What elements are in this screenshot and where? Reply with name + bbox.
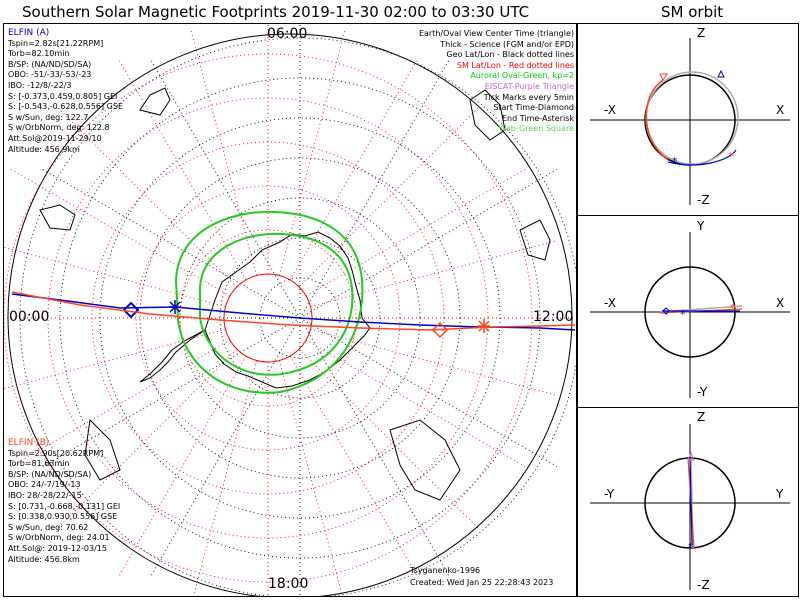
- sm-lon-line: [7, 167, 231, 297]
- elfin-a-line: OBO: -51/-33/-53/-23: [8, 70, 92, 80]
- elfin-a-name: ELFIN (A): [8, 28, 50, 38]
- sm-lon-line: [310, 328, 558, 397]
- orbit-panel-xz: * *: [590, 38, 790, 205]
- sm-lon-line: [117, 355, 247, 579]
- elfin-a-start-diamond: [122, 301, 140, 319]
- sm-lon-line: [7, 339, 231, 469]
- elfin-a-line: S: [-0.373,0.459,0.805] GEI: [8, 91, 118, 101]
- elfin-a-line: Att.Sol@2019-11-29/10: [8, 133, 102, 143]
- orbit-panels-frame: [577, 23, 799, 597]
- sm-lon-line: [305, 339, 529, 469]
- legend-item: Start Time-Diamond: [493, 103, 574, 113]
- panel1-bottom-label: -Z: [697, 193, 710, 207]
- elfin-b-line: S: [0.731,-0.668,-0.131] GEI: [8, 501, 121, 511]
- panel2-left-label: -X: [604, 296, 616, 310]
- sm-lon-line: [55, 105, 238, 288]
- panel1-left-label: -X: [604, 103, 616, 117]
- elfin-a-info: ELFIN (A) Tspin=2.82s[21.22RPM] Torb=82.…: [8, 28, 123, 155]
- sm-lon-line: [289, 355, 419, 579]
- elfin-b-track: [11, 291, 576, 339]
- sm-lon-line: [305, 167, 529, 297]
- elfin-b-line: Tspin=2.90s[20.62RPM]: [8, 448, 104, 458]
- panel2-right-label: X: [776, 296, 785, 310]
- elfin-b-line: S: [0.338,0.930,0.556] GSE: [8, 512, 118, 522]
- sm-pole-circle: [223, 273, 313, 363]
- panel2-bottom-label: -Y: [697, 385, 708, 399]
- panel3-right-label: Y: [776, 487, 784, 501]
- sm-lon-line: [278, 28, 347, 276]
- geo-lon-line: [149, 57, 301, 319]
- clock-label-bottom: 18:00: [268, 576, 309, 592]
- legend: Earth/Oval View Center Time (triangle) T…: [419, 29, 574, 135]
- elfin-b-line: S w/OrbNorm, deg: 24.01: [8, 533, 110, 543]
- elfin-a-line: Altitude: 456.9km: [8, 144, 80, 154]
- elfin-b-start-diamond: [431, 321, 449, 339]
- svg-text:*: *: [728, 150, 734, 163]
- legend-item: Geo Lat/Lon - Black dotted lines: [446, 50, 574, 60]
- clock-label-top: 06:00: [267, 26, 308, 42]
- elfin-a-line: Torb=82.10min: [8, 49, 70, 59]
- plot-frame: [3, 23, 577, 597]
- panel1-top-label: Z: [697, 26, 706, 40]
- elfin-b-line: IBO: 28/-28/22/-15: [8, 490, 82, 500]
- sm-lon-line: [4, 328, 226, 390]
- page-title: Southern Solar Magnetic Footprints 2019-…: [22, 3, 530, 21]
- legend-item: Tick Marks every 5min: [483, 92, 574, 102]
- legend-item: Wab-Green Square: [498, 124, 575, 134]
- elfin-b-end-asterisk: [478, 319, 490, 333]
- geo-lon-line: [39, 167, 301, 319]
- grid-lines: [4, 24, 576, 596]
- sm-lon-line: [278, 360, 343, 596]
- orbit-panel-yz: *: [590, 424, 790, 590]
- auroral-oval: [174, 210, 364, 394]
- sm-lon-line: [310, 239, 558, 308]
- orbit-panel-xy: * *: [590, 232, 790, 398]
- legend-item: End Time-Asterisk: [501, 113, 574, 123]
- svg-text:*: *: [672, 155, 678, 168]
- elfin-a-end-asterisk: [169, 300, 181, 314]
- model-credit: Tsyganenko-1996: [410, 566, 481, 575]
- created-timestamp: Created: Wed Jan 25 22:28:43 2023: [410, 578, 554, 587]
- outer-boundary: [7, 33, 573, 596]
- elfin-b-line: Att.Sol@: 2019-12-03/15: [8, 543, 107, 553]
- sm-lon-line: [193, 360, 258, 596]
- clock-label-right: 12:00: [533, 309, 574, 325]
- sm-lon-line: [289, 57, 419, 281]
- panel3-bottom-label: -Z: [697, 578, 710, 592]
- elfin-b-name: ELFIN (B): [8, 438, 50, 448]
- elfin-b-line: Altitude: 456.8km: [8, 554, 80, 564]
- elfin-a-line: S w/OrbNorm, deg: 122.8: [8, 123, 110, 133]
- orbit-title: SM orbit: [661, 3, 724, 21]
- elfin-a-line: Tspin=2.82s[21.22RPM]: [8, 38, 104, 48]
- elfin-a-line: S w/Sun, deg: 122.7: [8, 112, 89, 122]
- sm-lon-line: [55, 348, 238, 531]
- elfin-a-line: B/SP: (NA/ND/SD/SA): [8, 59, 92, 69]
- legend-item: Earth/Oval View Center Time (triangle): [418, 29, 574, 38]
- geo-lon-line: [299, 167, 561, 319]
- elfin-b-line: S w/Sun, deg: 70.62: [8, 522, 89, 532]
- legend-item: EISCAT-Purple Triangle: [484, 81, 574, 91]
- elfin-b-info: ELFIN (B) Tspin=2.90s[20.62RPM] Torb=81.…: [8, 438, 120, 565]
- elfin-b-line: B/SP: (NA/ND/SD/SA): [8, 469, 92, 479]
- svg-text:*: *: [680, 308, 686, 321]
- legend-item: Auroral Oval-Green, kp=2: [470, 71, 574, 81]
- sm-lon-line: [298, 105, 481, 288]
- sm-lon-line: [298, 348, 481, 531]
- panel3-top-label: Z: [697, 410, 706, 424]
- elfin-a-line: S: [-0.543,-0.628,0.556] GSE: [8, 102, 123, 112]
- elfin-b-line: OBO: 24/-7/19/-13: [8, 480, 81, 490]
- elfin-a-line: IBO: -12/8/-22/3: [8, 80, 72, 90]
- elfin-b-line: Torb=81.63min: [8, 459, 70, 469]
- panel2-top-label: Y: [697, 219, 705, 233]
- clock-label-left: 00:00: [9, 309, 50, 325]
- legend-item: SM Lat/Lon - Red dotted lines: [456, 60, 574, 70]
- panel3-left-label: -Y: [604, 487, 615, 501]
- panel1-right-label: X: [776, 103, 785, 117]
- svg-text:*: *: [688, 541, 694, 554]
- legend-item: Thick - Science (FGM and/or EPD): [440, 39, 574, 49]
- svg-text:*: *: [730, 302, 736, 315]
